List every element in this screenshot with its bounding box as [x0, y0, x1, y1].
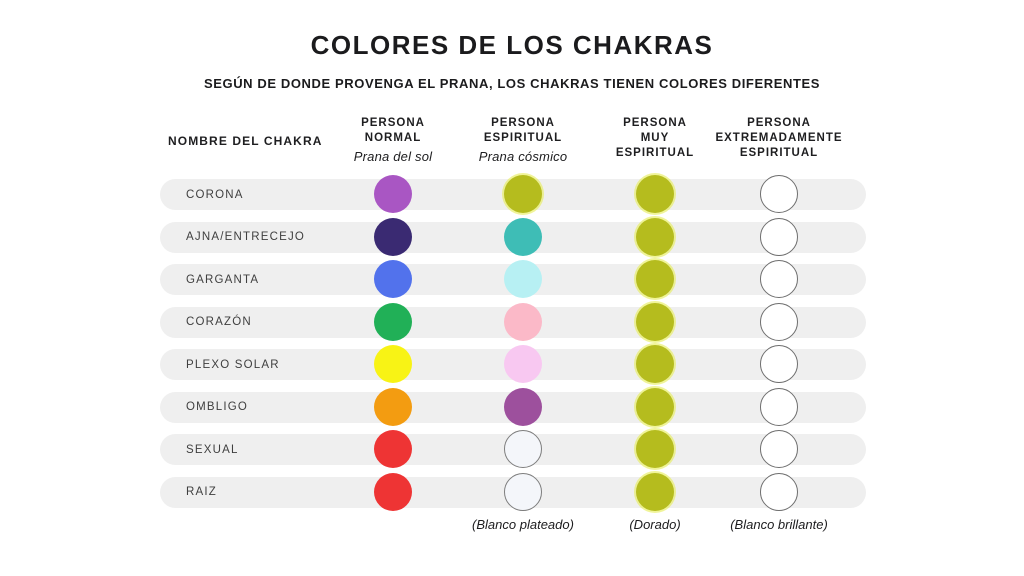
- chakra-color-swatch: [636, 345, 674, 383]
- chakra-color-swatch: [636, 472, 674, 511]
- chakra-color-swatch: [374, 430, 412, 468]
- chakra-color-swatch: [504, 430, 542, 468]
- table-row: CORONA: [160, 175, 866, 213]
- chakra-color-swatch: [374, 217, 412, 256]
- column-header-label: PERSONA NORMAL: [361, 117, 425, 144]
- chakra-color-swatch: [760, 430, 798, 468]
- chakra-name-label: CORONA: [186, 188, 244, 201]
- column-header-persona-espiritual: PERSONA ESPIRITUAL Prana cósmico: [428, 116, 618, 164]
- chakra-color-swatch: [760, 302, 798, 341]
- column-header-persona-muy-espiritual: PERSONA MUY ESPIRITUAL: [560, 116, 750, 161]
- column-header-label: PERSONA ESPIRITUAL: [483, 117, 563, 144]
- column-header-persona-normal: PERSONA NORMAL Prana del sol: [298, 116, 488, 164]
- chakra-color-swatch: [374, 387, 412, 426]
- table-row: SEXUAL: [160, 430, 866, 468]
- chakra-color-swatch: [636, 217, 674, 256]
- chakra-name-label: AJNA/ENTRECEJO: [186, 231, 306, 243]
- column-header-persona-extremadamente-espiritual: PERSONA EXTREMADAMENTE ESPIRITUAL: [684, 116, 874, 161]
- chakra-color-swatch: [374, 302, 412, 341]
- table-row: AJNA/ENTRECEJO: [160, 217, 866, 256]
- chakra-color-swatch: [760, 217, 798, 256]
- chakra-color-swatch: [374, 345, 412, 383]
- table-row: RAIZ: [160, 472, 866, 511]
- chakra-color-swatch: [374, 472, 412, 511]
- chakra-color-swatch: [760, 472, 798, 511]
- chakra-color-swatch: [760, 260, 798, 298]
- chakra-color-swatch: [504, 175, 542, 213]
- table-row: CORAZÓN: [160, 302, 866, 341]
- chakra-name-label: PLEXO SOLAR: [186, 358, 280, 371]
- chakra-name-label: GARGANTA: [186, 273, 260, 286]
- chakra-color-swatch: [636, 260, 674, 298]
- column-header-label: PERSONA MUY ESPIRITUAL: [615, 117, 695, 159]
- chakra-color-swatch: [636, 430, 674, 468]
- page-title: COLORES DE LOS CHAKRAS: [310, 30, 714, 60]
- chakra-color-swatch: [504, 387, 542, 426]
- chakra-color-swatch: [504, 302, 542, 341]
- column-header-label: PERSONA EXTREMADAMENTE ESPIRITUAL: [715, 117, 843, 159]
- chakra-name-label: OMBLIGO: [186, 401, 249, 413]
- chakra-name-label: RAIZ: [186, 486, 217, 498]
- chakra-name-label: CORAZÓN: [186, 316, 252, 328]
- chakra-color-swatch: [636, 387, 674, 426]
- chakra-color-swatch: [504, 472, 542, 511]
- chakra-color-swatch: [760, 387, 798, 426]
- column-header-sublabel: Prana del sol: [353, 149, 433, 164]
- chakra-color-swatch: [374, 260, 412, 298]
- table-row: GARGANTA: [160, 260, 866, 298]
- chakra-color-swatch: [760, 175, 798, 213]
- chakra-color-swatch: [504, 260, 542, 298]
- chakra-color-swatch: [636, 175, 674, 213]
- page-subtitle: SEGÚN DE DONDE PROVENGA EL PRANA, LOS CH…: [203, 76, 821, 91]
- footnote-blanco-plateado: (Blanco plateado): [472, 517, 574, 532]
- footnote-dorado: (Dorado): [629, 517, 681, 532]
- chakra-color-swatch: [504, 345, 542, 383]
- table-row: PLEXO SOLAR: [160, 345, 866, 383]
- column-header-sublabel: Prana cósmico: [478, 149, 568, 164]
- chakra-color-swatch: [374, 175, 412, 213]
- chakra-name-label: SEXUAL: [186, 443, 239, 456]
- chakra-color-swatch: [504, 217, 542, 256]
- table-row: OMBLIGO: [160, 387, 866, 426]
- footnote-blanco-brillante: (Blanco brillante): [730, 517, 828, 532]
- chakra-color-swatch: [636, 302, 674, 341]
- column-header-nombre-del-chakra: NOMBRE DEL CHAKRA: [168, 134, 323, 148]
- chakra-color-swatch: [760, 345, 798, 383]
